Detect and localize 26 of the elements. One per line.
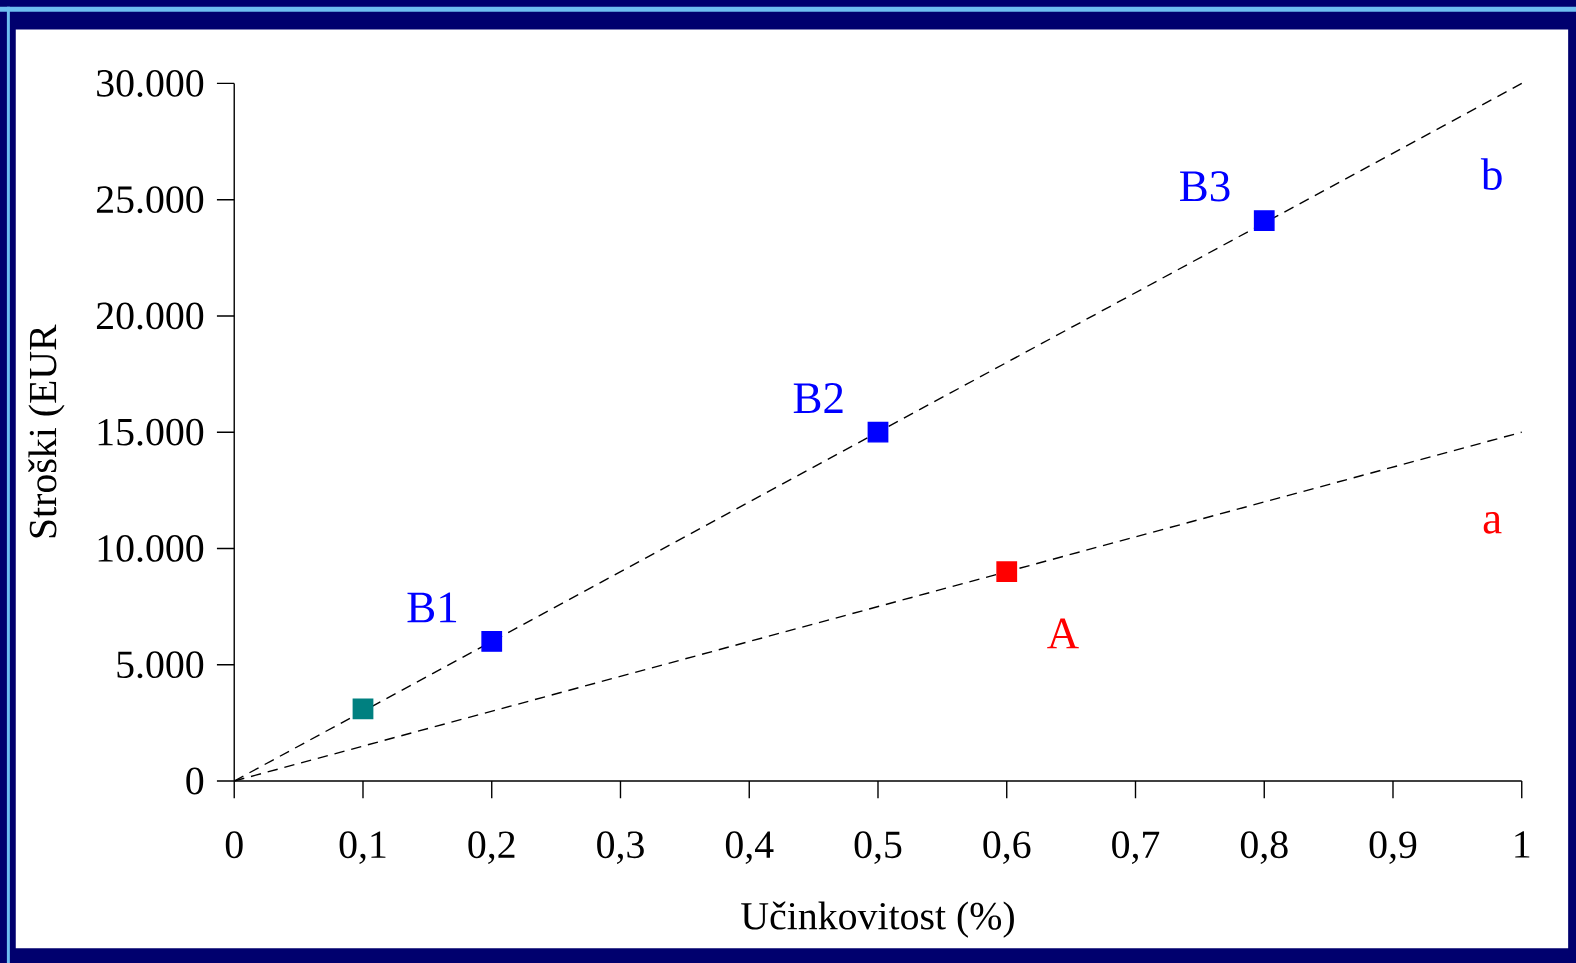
x-tick-label: 0,8	[1240, 831, 1288, 864]
y-tick-label: 30.000	[97, 69, 204, 97]
annotation: B2	[793, 383, 843, 414]
x-axis-title: Učinkovitost (%)	[741, 901, 1014, 938]
x-tick-label: 0,4	[725, 831, 774, 864]
annotation: b	[1480, 158, 1502, 190]
annotation: B1	[407, 592, 457, 623]
annotation: B3	[1180, 171, 1230, 202]
x-tick-label: 0,6	[983, 831, 1031, 864]
annotation: a	[1483, 512, 1502, 534]
y-tick-label: 5.000	[117, 651, 204, 679]
x-tick-label: 0,2	[468, 831, 515, 864]
y-axis-title: Stroški (EUR	[28, 324, 65, 538]
x-tick-label: 0,3	[597, 831, 644, 864]
x-tick-label: 0,1	[339, 831, 386, 864]
y-tick-label: 15.000	[98, 418, 204, 446]
x-tick-label: 0	[225, 831, 243, 859]
y-tick-label: 0	[186, 767, 204, 795]
y-tick-label: 25.000	[96, 186, 204, 214]
x-tick-label: 0,5	[854, 831, 902, 864]
y-tick-label: 10.000	[98, 535, 204, 562]
annotation: A	[1047, 618, 1079, 649]
y-tick-label: 20.000	[96, 302, 204, 330]
x-tick-label: 1	[1515, 831, 1530, 858]
x-tick-label: 0,7	[1112, 831, 1160, 864]
x-tick-label: 0,9	[1369, 831, 1417, 864]
